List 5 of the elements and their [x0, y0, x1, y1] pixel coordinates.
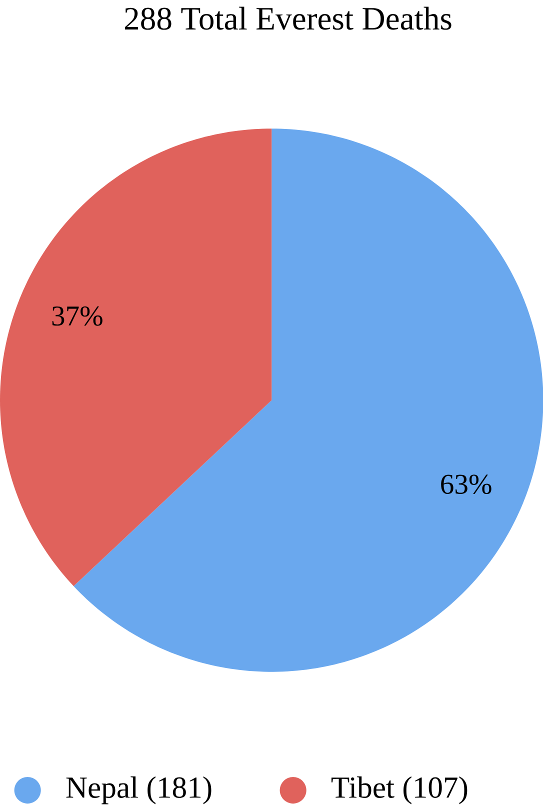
chart-title: 288 Total Everest Deaths: [124, 6, 452, 30]
data-label: 37%: [52, 306, 102, 326]
legend-label: Tibet (107): [331, 776, 468, 804]
data-label: 63%: [440, 474, 492, 494]
legend-label: Nepal (181): [66, 776, 212, 804]
